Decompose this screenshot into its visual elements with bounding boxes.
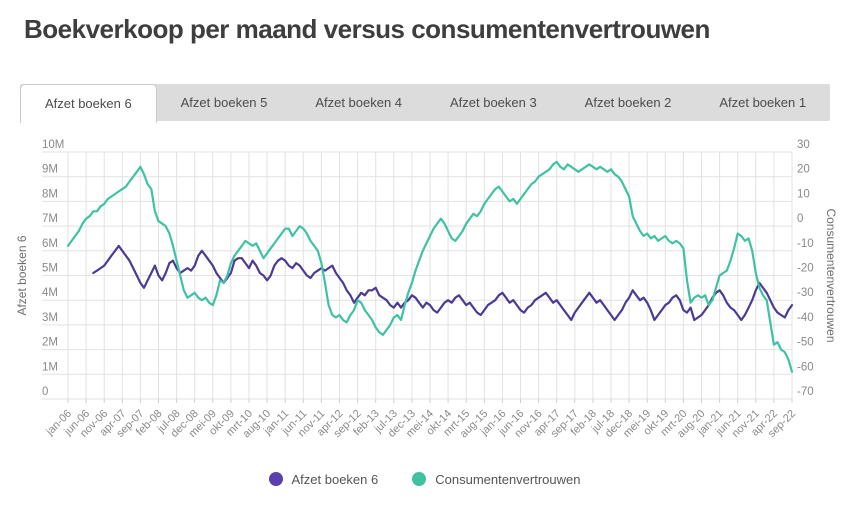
chart-area: 0 -70 1M -60 2M -50 3M -40 4M -30 5M -20 6M -10 7M 0 8M 1… — [0, 130, 849, 460]
y-right-tick-label: -10 — [797, 238, 814, 250]
tab-afzet-boeken-5[interactable]: Afzet boeken 5 — [180, 95, 268, 110]
chart-legend: Afzet boeken 6 Consumentenvertrouwen — [0, 462, 849, 496]
y-left-tick-label: 7M — [42, 213, 58, 225]
y-left-tick-label: 4M — [42, 287, 58, 299]
series-line-afzet-boeken-6 — [92, 244, 794, 322]
y-left-tick-label: 9M — [42, 164, 58, 176]
legend-item-afzet-boeken-6[interactable]: Afzet boeken 6 — [268, 471, 379, 487]
y-left-tick-label: 1M — [42, 361, 58, 373]
y-left-tick-label: 6M — [42, 238, 58, 250]
tab-bar: Afzet boeken 6 Afzet boeken 5 Afzet boeken… — [20, 84, 830, 123]
y-axis-tick-labels: 0 -70 1M -60 2M -50 3M -40 4M -30 5M -20 6M -10 7M 0 8M 1… — [42, 139, 814, 398]
y-left-tick-label: 10M — [42, 139, 64, 151]
legend-label: Afzet boeken 6 — [291, 471, 379, 487]
series-line-consumentenvertrouwen — [66, 160, 794, 373]
legend-dot-icon — [412, 472, 427, 486]
y-left-tick-label: 0 — [42, 386, 48, 398]
y-right-tick-label: 0 — [797, 213, 803, 225]
y-left-axis-title: Afzet boeken 6 — [15, 235, 29, 315]
y-right-tick-label: -60 — [797, 361, 814, 373]
legend-label: Consumentenvertrouwen — [435, 471, 581, 487]
y-right-tick-label: -20 — [797, 263, 814, 275]
y-right-tick-label: -30 — [797, 287, 814, 299]
page-title: Boekverkoop per maand versus consumenten… — [24, 14, 710, 44]
y-right-tick-label: -40 — [797, 312, 814, 324]
y-left-tick-label: 2M — [42, 337, 58, 349]
tab-afzet-boeken-1[interactable]: Afzet boeken 1 — [719, 95, 807, 110]
y-right-tick-label: -70 — [797, 386, 814, 398]
y-right-tick-label: 20 — [797, 164, 810, 176]
y-left-tick-label: 5M — [42, 263, 58, 275]
y-right-tick-label: -50 — [797, 337, 814, 349]
line-chart: 0 -70 1M -60 2M -50 3M -40 4M -30 5M -20 6M -10 7M 0 8M 1… — [15, 139, 838, 441]
tab-afzet-boeken-3[interactable]: Afzet boeken 3 — [449, 95, 537, 110]
y-right-axis-title: Consumentenvertrouwen — [824, 208, 838, 342]
y-right-tick-label: 10 — [797, 188, 810, 200]
legend-item-consumentenvertrouwen[interactable]: Consumentenvertrouwen — [412, 472, 580, 487]
legend-dot-icon — [268, 472, 283, 486]
y-left-tick-label: 8M — [42, 188, 58, 200]
tab-afzet-boeken-6[interactable]: Afzet boeken 6 — [20, 84, 157, 123]
tab-afzet-boeken-2[interactable]: Afzet boeken 2 — [584, 95, 672, 110]
y-left-tick-label: 3M — [42, 312, 58, 324]
horizontal-gridlines — [42, 151, 792, 400]
tab-afzet-boeken-4[interactable]: Afzet boeken 4 — [315, 95, 403, 110]
vertical-gridlines — [67, 152, 793, 403]
x-axis-tick-labels: jan-06jun-06nov-06apr-07sep-07feb-08jul-… — [43, 408, 798, 441]
y-right-tick-label: 30 — [797, 139, 810, 151]
